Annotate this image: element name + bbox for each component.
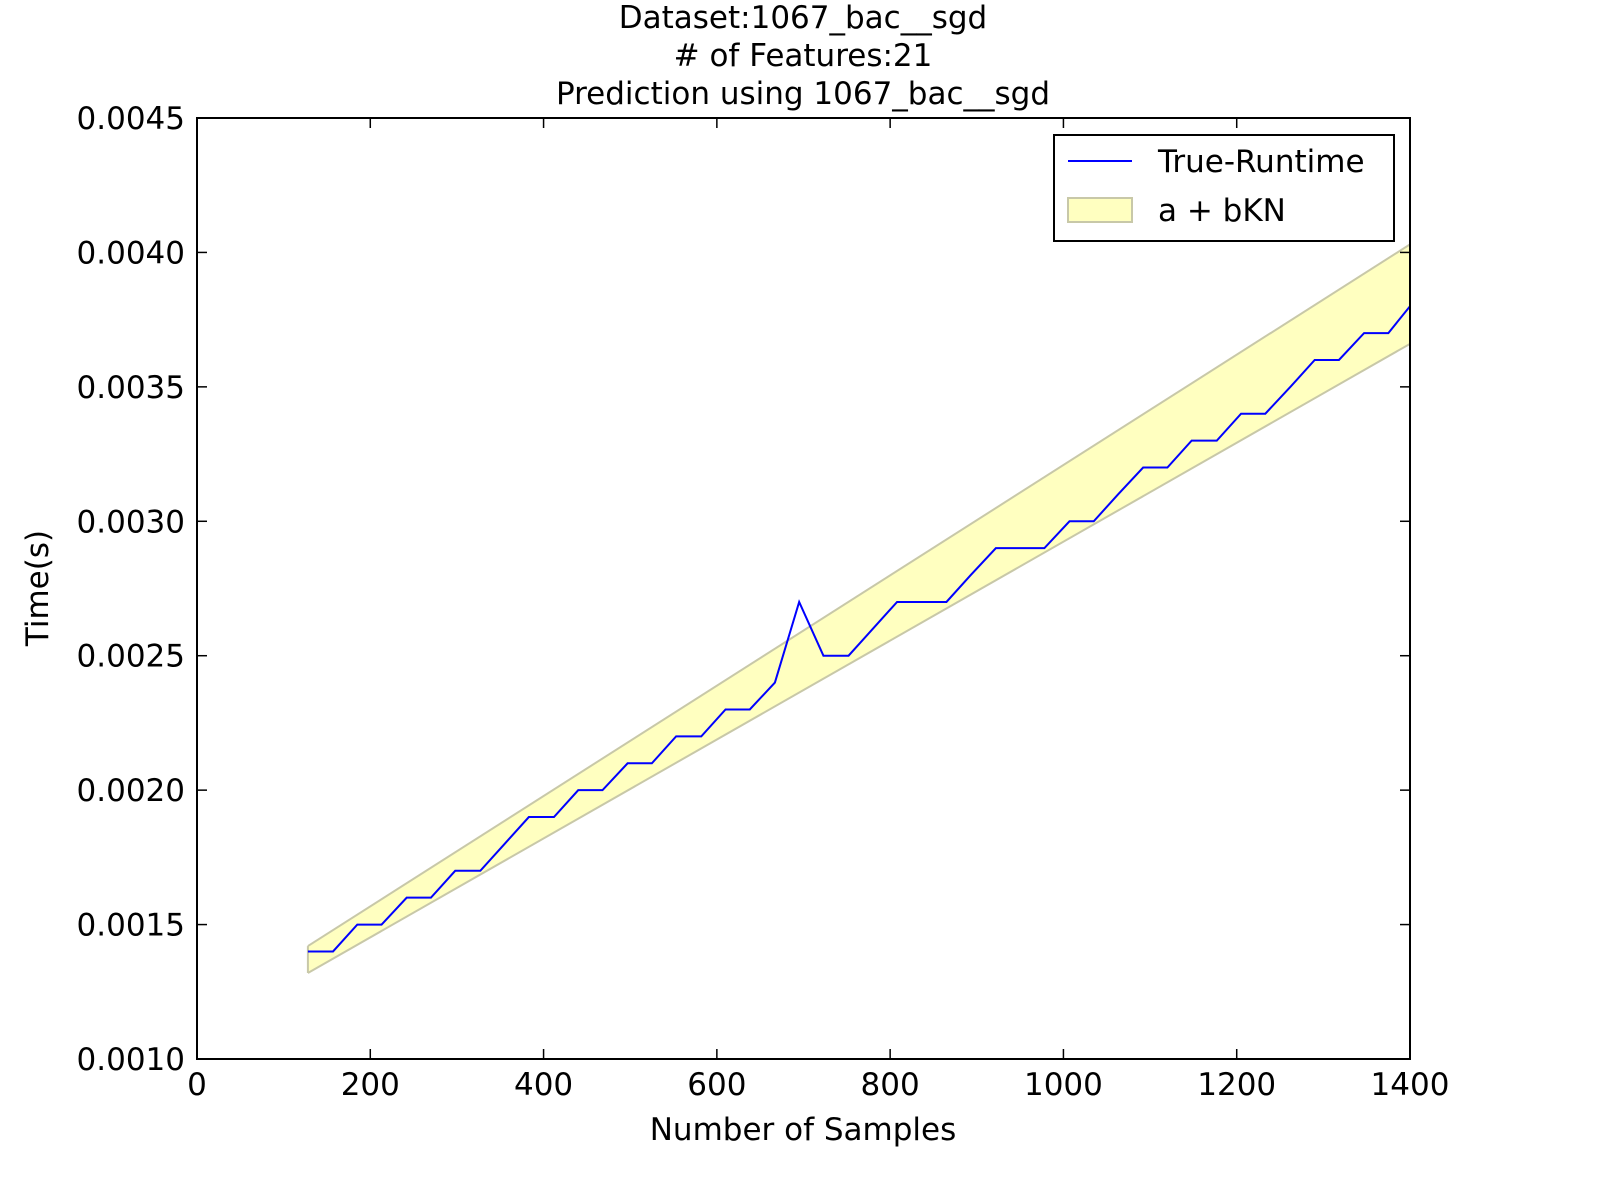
y-tick-label: 0.0040	[77, 235, 185, 271]
x-axis-label: Number of Samples	[650, 1112, 957, 1148]
x-tick-label: 1200	[1197, 1067, 1276, 1103]
y-tick-label: 0.0045	[77, 101, 185, 137]
x-tick-label: 1000	[1024, 1067, 1103, 1103]
y-tick-label: 0.0025	[77, 639, 185, 675]
x-tick-label: 600	[687, 1067, 746, 1103]
legend-label-true-runtime: True-Runtime	[1157, 144, 1365, 180]
title-line-1: Dataset:1067_bac__sgd	[619, 0, 987, 36]
legend-frame	[1053, 134, 1395, 242]
x-tick-label: 200	[341, 1067, 400, 1103]
x-tick-label: 800	[861, 1067, 920, 1103]
chart-title: Dataset:1067_bac__sgd # of Features:21 P…	[556, 0, 1050, 112]
title-line-2: # of Features:21	[674, 38, 933, 74]
tick-layer	[196, 117, 1411, 1060]
series-line-true-runtime	[307, 305, 1411, 953]
legend-band-swatch	[1067, 197, 1133, 223]
y-tick-label: 0.0030	[77, 504, 185, 540]
band-upper-edge	[307, 243, 1411, 947]
y-tick-label: 0.0020	[77, 773, 185, 809]
title-line-3: Prediction using 1067_bac__sgd	[556, 76, 1050, 112]
plot-frame	[196, 117, 1411, 1060]
x-tick-label: 1400	[1371, 1067, 1450, 1103]
y-tick-label: 0.0015	[77, 908, 185, 944]
y-tick-label: 0.0035	[77, 370, 185, 406]
x-tick-label: 0	[187, 1067, 207, 1103]
legend: True-Runtime a + bKN	[1053, 134, 1395, 242]
y-tick-label: 0.0010	[77, 1042, 185, 1078]
y-axis-label: Time(s)	[20, 530, 56, 647]
x-tick-label: 400	[514, 1067, 573, 1103]
x-tick-labels: 0 200 400 600 800 1000 1200 1400	[187, 1067, 1449, 1103]
y-tick-labels: 0.0010 0.0015 0.0020 0.0025 0.0030 0.0035 0.00…	[77, 101, 185, 1078]
band-fill	[307, 244, 1411, 973]
band-lower-edge	[307, 342, 1411, 974]
legend-label-band: a + bKN	[1158, 193, 1286, 229]
line-layer	[307, 305, 1411, 953]
band-layer	[306, 243, 1411, 974]
